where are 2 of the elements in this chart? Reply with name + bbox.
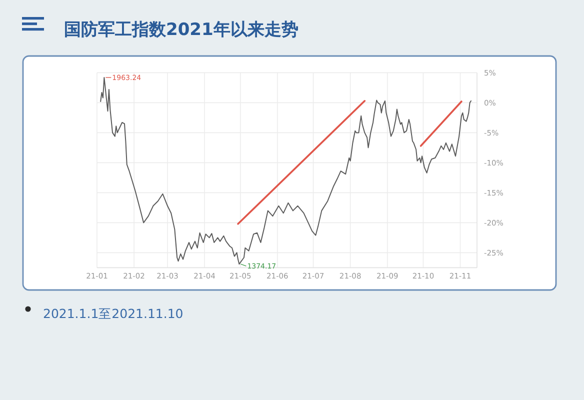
text: 2021.1.1至2021.11.10 bbox=[43, 306, 184, 321]
title: 国防军工指数2021年以来走势 bbox=[64, 20, 298, 40]
